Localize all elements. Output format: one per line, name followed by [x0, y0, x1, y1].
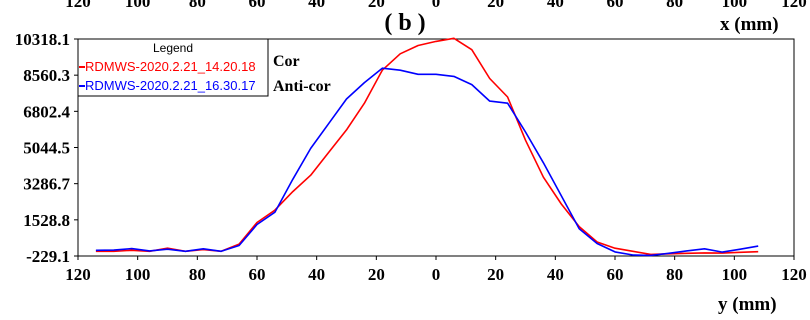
- x-tick-label: 80: [189, 265, 206, 284]
- top-axis-label: x (mm): [720, 14, 779, 35]
- x-tick-label: 40: [547, 265, 564, 284]
- x-tick-label: 60: [249, 265, 266, 284]
- y-tick-label: 10318.1: [15, 30, 70, 49]
- y-tick-label: -229.1: [26, 247, 70, 266]
- top-axis-tick-label: 80: [666, 0, 683, 11]
- x-tick-label: 20: [487, 265, 504, 284]
- top-axis-tick-label: 20: [487, 0, 504, 11]
- top-axis-tick-label: 100: [125, 0, 151, 11]
- top-axis-tick-label: 120: [781, 0, 807, 11]
- legend: Legend RDMWS-2020.2.21_14.20.18 RDMWS-20…: [77, 38, 269, 97]
- x-tick-label: 100: [722, 265, 748, 284]
- top-axis-tick-labels: 120 100 80 60 40 20 0 20 40 60 80 100 120: [65, 0, 807, 11]
- x-axis-label: y (mm): [718, 294, 777, 315]
- x-tick-label: 120: [781, 265, 807, 284]
- top-axis-tick-label: 20: [368, 0, 385, 11]
- x-tick-label: 100: [125, 265, 151, 284]
- top-axis-tick-label: 0: [432, 0, 441, 11]
- top-axis-tick-label: 60: [249, 0, 266, 11]
- y-tick-label: 1528.8: [23, 211, 70, 230]
- annotation-anti-cor: Anti-cor: [273, 78, 331, 95]
- chart-title: ( b ): [384, 10, 425, 36]
- x-tick-label: 120: [65, 265, 91, 284]
- series-line-blue: [95, 67, 759, 257]
- x-tick-label: 20: [368, 265, 385, 284]
- y-tick-label: 5044.5: [23, 139, 70, 158]
- legend-entry-red: RDMWS-2020.2.21_14.20.18: [85, 59, 256, 74]
- annotation-cor: Cor: [273, 53, 300, 70]
- y-tick-label: 6802.4: [23, 102, 70, 121]
- y-tick-label: 3286.7: [23, 175, 70, 194]
- legend-box: [77, 38, 269, 97]
- x-tick-label: 40: [308, 265, 325, 284]
- top-axis-tick-label: 40: [308, 0, 325, 11]
- top-axis-tick-label: 120: [65, 0, 91, 11]
- x-tick-label: 80: [666, 265, 683, 284]
- top-axis-tick-label: 100: [722, 0, 748, 11]
- y-axis-ticks: 10318.1 8560.3 6802.4 5044.5 3286.7 1528.8 -22…: [15, 30, 78, 266]
- x-axis-ticks: 120 100 80 60 40 20 0 20 40 60 80 100 120: [65, 256, 807, 284]
- legend-entry-blue: RDMWS-2020.2.21_16.30.17: [85, 78, 256, 93]
- x-tick-label: 0: [432, 265, 441, 284]
- top-axis-tick-label: 60: [607, 0, 624, 11]
- series-layer: [95, 37, 759, 257]
- legend-title: Legend: [153, 41, 193, 55]
- top-axis-tick-label: 40: [547, 0, 564, 11]
- top-axis-tick-label: 80: [189, 0, 206, 11]
- x-tick-label: 60: [607, 265, 624, 284]
- y-tick-label: 8560.3: [23, 66, 70, 85]
